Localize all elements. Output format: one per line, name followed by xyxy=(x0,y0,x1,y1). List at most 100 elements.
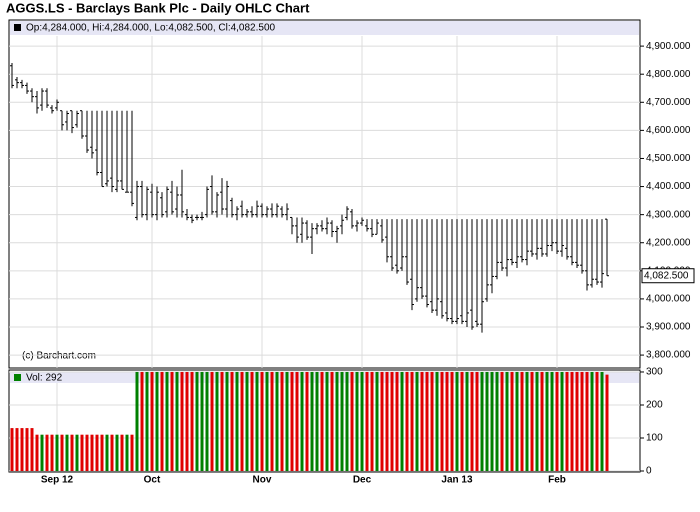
volume-bar xyxy=(475,371,479,471)
volume-bar xyxy=(155,371,159,471)
y-tick-label: 4,000.000 xyxy=(646,294,691,305)
volume-bar xyxy=(295,371,299,471)
volume-bar xyxy=(605,374,609,471)
x-tick-label: Dec xyxy=(353,475,372,486)
y-tick-label: 4,400.000 xyxy=(646,181,691,192)
x-tick-label: Oct xyxy=(144,475,161,486)
volume-bar xyxy=(335,371,339,471)
volume-bar xyxy=(545,371,549,471)
y-tick-label: 300 xyxy=(646,367,663,378)
volume-bar xyxy=(515,371,519,471)
volume-bar xyxy=(100,434,104,471)
volume-panel xyxy=(8,369,641,473)
volume-bar xyxy=(405,371,409,471)
marks xyxy=(9,36,644,472)
volume-bar xyxy=(120,434,124,471)
volume-bar xyxy=(440,371,444,471)
y-tick-label: 4,300.000 xyxy=(646,209,691,220)
volume-bar xyxy=(125,434,129,471)
volume-bar xyxy=(575,371,579,471)
y-tick-label: 4,900.000 xyxy=(646,41,691,52)
volume-bar xyxy=(325,371,329,471)
x-tick-label: Sep 12 xyxy=(41,475,74,486)
volume-bar xyxy=(555,371,559,471)
volume-bar xyxy=(130,434,134,471)
volume-bar xyxy=(540,371,544,471)
volume-bar xyxy=(20,428,24,471)
volume-bar xyxy=(145,371,149,471)
volume-bar xyxy=(235,371,239,471)
volume-bar xyxy=(380,371,384,471)
volume-bar xyxy=(50,434,54,471)
volume-bar xyxy=(375,371,379,471)
volume-bar xyxy=(420,371,424,471)
volume-bar xyxy=(280,371,284,471)
last-price-label: 4,082.500 xyxy=(644,270,689,281)
volume-bar xyxy=(465,371,469,471)
volume-bar xyxy=(80,434,84,471)
volume-bar xyxy=(455,371,459,471)
volume-bar xyxy=(425,371,429,471)
volume-bar xyxy=(400,371,404,471)
volume-bar xyxy=(490,371,494,471)
volume-bar xyxy=(265,371,269,471)
volume-bar xyxy=(590,371,594,471)
y-tick-label: 200 xyxy=(646,400,663,411)
y-tick-label: 100 xyxy=(646,433,663,444)
x-tick-label: Feb xyxy=(548,475,566,486)
volume-bar xyxy=(90,434,94,471)
y-tick-label: 3,800.000 xyxy=(646,350,691,361)
volume-bar xyxy=(250,371,254,471)
volume-bar xyxy=(535,371,539,471)
volume-bar xyxy=(210,371,214,471)
price-header-strip xyxy=(10,21,639,35)
y-tick-label: 4,800.000 xyxy=(646,69,691,80)
volume-bar xyxy=(85,434,89,471)
volume-bar xyxy=(110,434,114,471)
volume-bar xyxy=(15,428,19,471)
volume-bar xyxy=(175,371,179,471)
volume-bar xyxy=(525,371,529,471)
volume-bar xyxy=(215,371,219,471)
volume-bar xyxy=(160,371,164,471)
volume-bar xyxy=(205,371,209,471)
volume-bar xyxy=(385,371,389,471)
volume-bar xyxy=(330,371,334,471)
volume-header-strip xyxy=(10,372,639,383)
volume-bar xyxy=(435,371,439,471)
volume-bar xyxy=(485,371,489,471)
volume-bar xyxy=(550,371,554,471)
legend-swatch xyxy=(14,24,21,31)
volume-bar xyxy=(565,371,569,471)
volume-bar xyxy=(430,371,434,471)
volume-bar xyxy=(585,371,589,471)
volume-bar xyxy=(60,434,64,471)
volume-bar xyxy=(600,371,604,471)
volume-bar xyxy=(105,434,109,471)
volume-bar xyxy=(505,371,509,471)
volume-bar xyxy=(55,434,59,471)
price-panel xyxy=(8,19,641,369)
volume-bar xyxy=(415,371,419,471)
volume-bar xyxy=(365,371,369,471)
volume-bar xyxy=(195,371,199,471)
volume-bar xyxy=(450,371,454,471)
volume-bar xyxy=(140,371,144,471)
volume-header: Vol: 292 xyxy=(26,373,63,384)
volume-bar xyxy=(40,434,44,471)
volume-bar xyxy=(70,434,74,471)
volume-bar xyxy=(510,371,514,471)
volume-bar xyxy=(470,371,474,471)
volume-bar xyxy=(480,371,484,471)
volume-bar xyxy=(310,371,314,471)
price-header: Op:4,284.000, Hi:4,284.000, Lo:4,082.500… xyxy=(26,23,276,34)
volume-bar xyxy=(240,371,244,471)
volume-bar xyxy=(275,371,279,471)
volume-bar xyxy=(320,371,324,471)
volume-bar xyxy=(315,371,319,471)
volume-bar xyxy=(135,371,139,471)
volume-bar xyxy=(520,371,524,471)
volume-bar xyxy=(95,434,99,471)
volume-bar xyxy=(290,371,294,471)
